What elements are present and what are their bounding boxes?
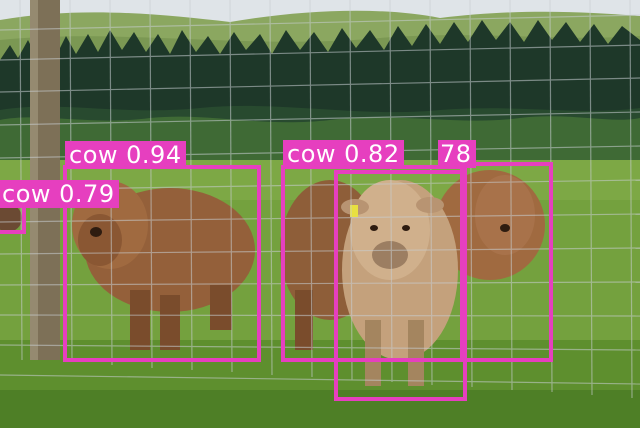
detection-box-cow-3 — [334, 170, 467, 401]
detection-class: cow — [287, 140, 337, 168]
detection-class: cow — [2, 180, 52, 208]
detection-label-2: cow 0.79 — [0, 180, 119, 208]
detection-score: 0.94 — [126, 141, 182, 169]
detection-box-cow-4 — [460, 162, 553, 362]
detection-score: 78 — [440, 140, 472, 168]
detection-label-3: cow 0.82 — [283, 140, 404, 168]
detection-label-1: cow 0.94 — [65, 141, 186, 169]
detection-score: 0.79 — [59, 180, 115, 208]
detection-label-4: 78 — [438, 140, 476, 168]
detection-score: 0.82 — [344, 140, 400, 168]
detection-class: cow — [69, 141, 119, 169]
